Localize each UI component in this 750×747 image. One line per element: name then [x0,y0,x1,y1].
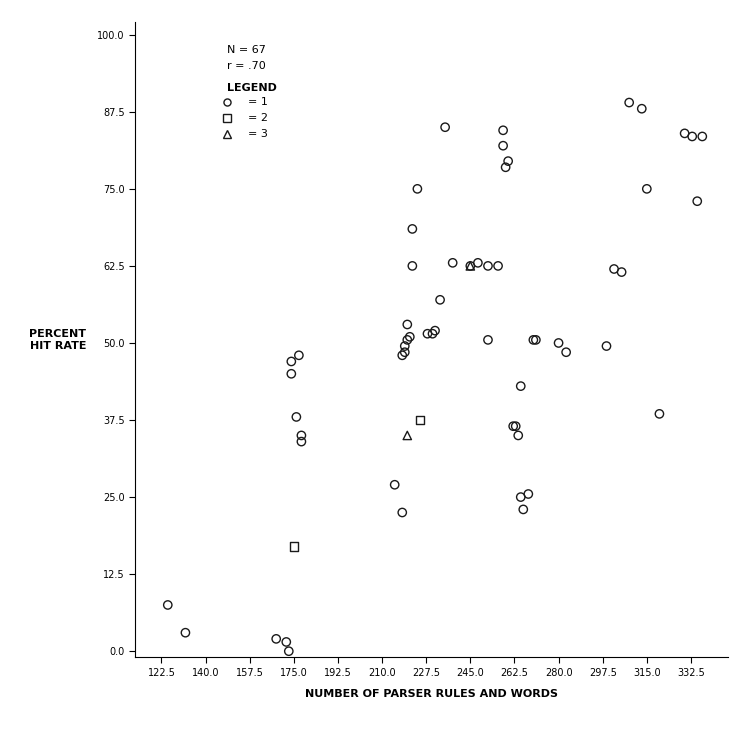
Text: = 2: = 2 [248,113,268,123]
Text: LEGEND: LEGEND [226,83,277,93]
Point [472,257,484,269]
Point [285,368,297,379]
Point [464,260,476,272]
Point [427,328,439,340]
Point [283,645,295,657]
Point [439,121,451,133]
Point [560,347,572,359]
Point [510,421,522,433]
Point [679,128,691,140]
Point [608,263,620,275]
Point [406,260,418,272]
Point [692,195,703,207]
Point [522,488,534,500]
Point [412,183,424,195]
Y-axis label: PERCENT
HIT RATE: PERCENT HIT RATE [29,329,86,350]
Point [422,328,434,340]
Point [296,436,307,447]
Point [290,411,302,423]
Point [399,340,411,352]
Point [482,334,494,346]
Point [464,260,476,272]
Point [507,421,519,433]
Point [527,334,539,346]
Point [636,103,648,115]
Point [434,294,446,306]
Point [162,599,174,611]
Point [396,350,408,362]
Point [512,430,524,441]
Point [696,131,708,143]
Point [414,414,426,426]
Text: = 1: = 1 [248,97,268,107]
Point [399,347,411,359]
Point [401,430,413,441]
Point [514,380,526,392]
Point [288,540,300,552]
Point [406,223,418,235]
Point [640,183,652,195]
Point [518,503,530,515]
Point [497,124,509,136]
Point [296,430,307,441]
Text: r = .70: r = .70 [226,61,266,70]
Point [285,356,297,368]
Point [653,408,665,420]
Point [530,334,542,346]
Point [401,334,413,346]
Point [553,337,565,349]
Point [601,340,613,352]
X-axis label: NUMBER OF PARSER RULES AND WORDS: NUMBER OF PARSER RULES AND WORDS [304,689,558,699]
Point [514,491,526,503]
Point [497,140,509,152]
Point [482,260,494,272]
Point [447,257,459,269]
Point [270,633,282,645]
Point [492,260,504,272]
Text: N = 67: N = 67 [226,45,266,55]
Point [616,266,628,278]
Point [396,506,408,518]
Point [500,161,512,173]
Point [404,331,416,343]
Point [686,131,698,143]
Point [623,96,635,108]
Point [429,325,441,337]
Point [401,318,413,330]
Point [179,627,191,639]
Text: = 3: = 3 [248,128,268,138]
Point [503,155,515,167]
Point [293,350,305,362]
Point [280,636,292,648]
Point [388,479,400,491]
